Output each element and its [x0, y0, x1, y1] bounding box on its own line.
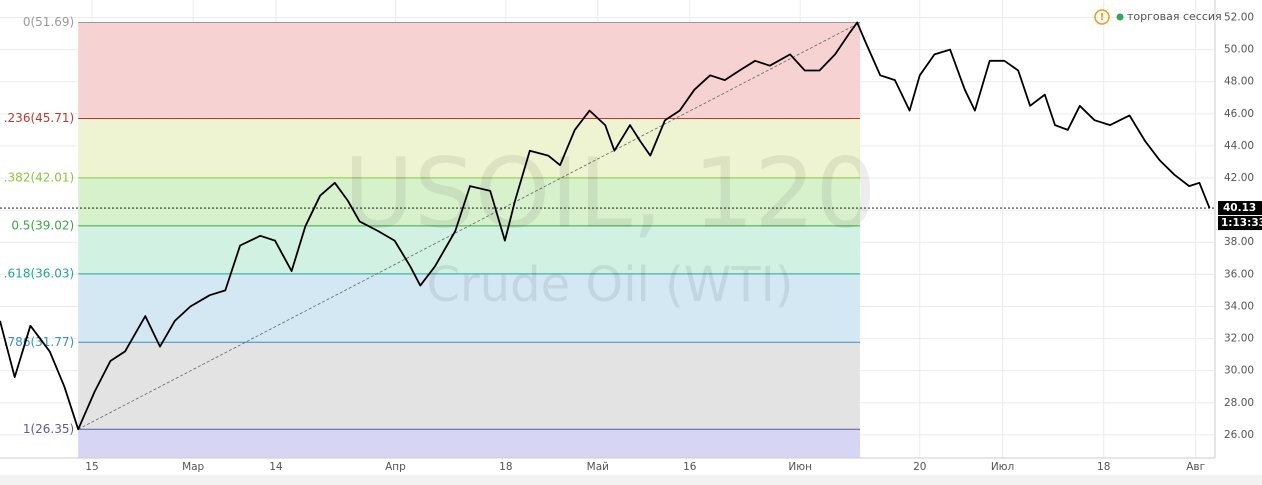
x-tick-label: Июн: [788, 461, 812, 473]
fib-level-label: .786(31.77): [4, 335, 74, 349]
fib-level-label: .236(45.71): [4, 111, 74, 125]
y-tick-label: 28.00: [1224, 397, 1254, 409]
y-tick-label: 42.00: [1224, 172, 1254, 184]
x-tick-label: Мар: [182, 461, 204, 473]
x-tick-label: Авг: [1186, 461, 1205, 473]
y-tick-label: 34.00: [1224, 300, 1254, 312]
last-price-label: 40.13: [1223, 202, 1256, 214]
x-tick-label: 15: [85, 461, 98, 473]
y-tick-label: 48.00: [1224, 76, 1254, 88]
y-tick-label: 52.00: [1224, 11, 1254, 23]
x-tick-label: Июл: [991, 461, 1014, 473]
y-tick-label: 36.00: [1224, 268, 1254, 280]
price-line: [0, 21, 1215, 431]
countdown-label: 1:13:33: [1221, 217, 1262, 229]
fib-band: [78, 342, 860, 430]
x-tick-label: Май: [587, 461, 609, 473]
fib-retracement: 0(51.69) .236(45.71) .382(42.01) 0.5(39.02)…: [4, 15, 861, 458]
x-tick-label: 16: [683, 461, 697, 473]
fib-level-label: 1(26.35): [23, 422, 74, 436]
watermark-subtitle: Crude Oil (WTI): [426, 257, 793, 313]
axes: 26.0028.0030.0032.0034.0036.0038.0040.00…: [85, 11, 1262, 473]
x-tick-label: 20: [913, 461, 926, 473]
session-label: торговая сессия: [1127, 10, 1222, 23]
fib-band: [78, 429, 860, 458]
x-tick-label: Апр: [385, 461, 406, 473]
y-tick-label: 26.00: [1224, 429, 1254, 441]
price-line: [0, 21, 1211, 431]
trend-line: [77, 22, 861, 430]
fib-band: [78, 273, 860, 343]
y-tick-label: 38.00: [1224, 236, 1254, 248]
y-tick-label: 32.00: [1224, 333, 1254, 345]
countdown-tag: [1218, 216, 1262, 231]
fib-band: [78, 118, 860, 178]
fib-level-label: 0.5(39.02): [11, 218, 74, 232]
session-dot: [1116, 13, 1124, 21]
warning-mark: !: [1100, 12, 1105, 23]
fib-band: [78, 225, 860, 274]
watermark: USOIL, 120: [344, 137, 877, 249]
y-tick-label: 30.00: [1224, 365, 1254, 377]
x-tick-label: 18: [499, 461, 512, 473]
y-tick-label: 44.00: [1224, 140, 1254, 152]
fib-level-label: .618(36.03): [4, 266, 74, 280]
x-tick-label: 14: [269, 461, 283, 473]
warning-icon[interactable]: [1094, 9, 1110, 25]
y-tick-label: 50.00: [1224, 44, 1254, 56]
x-tick-label: 18: [1097, 461, 1110, 473]
toolbar: [0, 475, 1262, 485]
fib-level-label: 0(51.69): [23, 15, 74, 29]
fib-band: [78, 177, 860, 226]
fib-level-label: .382(42.01): [4, 170, 74, 184]
y-tick-label: 46.00: [1224, 108, 1254, 120]
fib-band: [78, 22, 860, 119]
last-price-tag: [1218, 201, 1262, 216]
